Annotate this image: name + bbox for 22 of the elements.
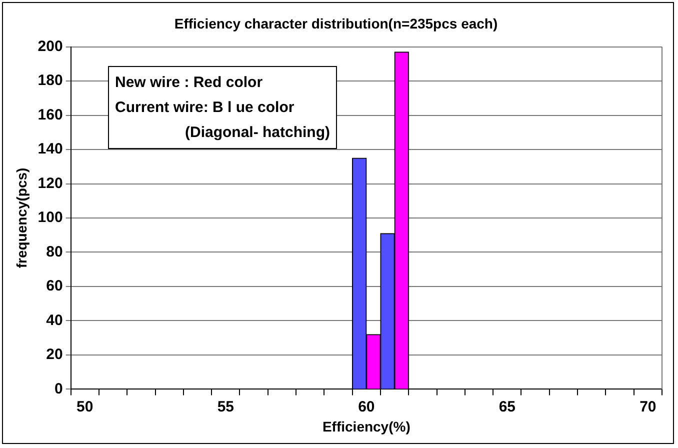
- y-tick-label: 200: [38, 38, 63, 55]
- y-tick-label: 80: [46, 243, 63, 260]
- y-tick-label: 100: [38, 209, 63, 226]
- x-tick-label: 65: [498, 398, 516, 416]
- y-tick-label: 120: [38, 174, 63, 192]
- y-axis-title: frequency(pcs): [13, 168, 30, 268]
- y-tick-label: 160: [38, 106, 63, 124]
- annotation: (Diagonal- hatching): [184, 123, 330, 143]
- x-tick-label: 60: [358, 398, 375, 416]
- annotation: New wire : Red color: [115, 73, 264, 93]
- x-tick-label: 50: [76, 398, 94, 416]
- y-tick-label: 60: [46, 278, 63, 295]
- x-axis-title: Efficiency(%): [322, 418, 410, 434]
- y-tick-label: 180: [38, 72, 63, 90]
- y-tick-label: 0: [54, 380, 63, 398]
- chart-title: Efficiency character distribution(n=235pcs each): [174, 15, 498, 32]
- y-tick-label: 40: [46, 312, 63, 329]
- y-tick-label: 20: [46, 346, 63, 364]
- y-tick-label: 140: [38, 140, 63, 158]
- x-tick-label: 55: [217, 398, 234, 416]
- annotation: Current wire: B l ue color: [115, 98, 296, 118]
- x-tick-label: 70: [640, 398, 656, 416]
